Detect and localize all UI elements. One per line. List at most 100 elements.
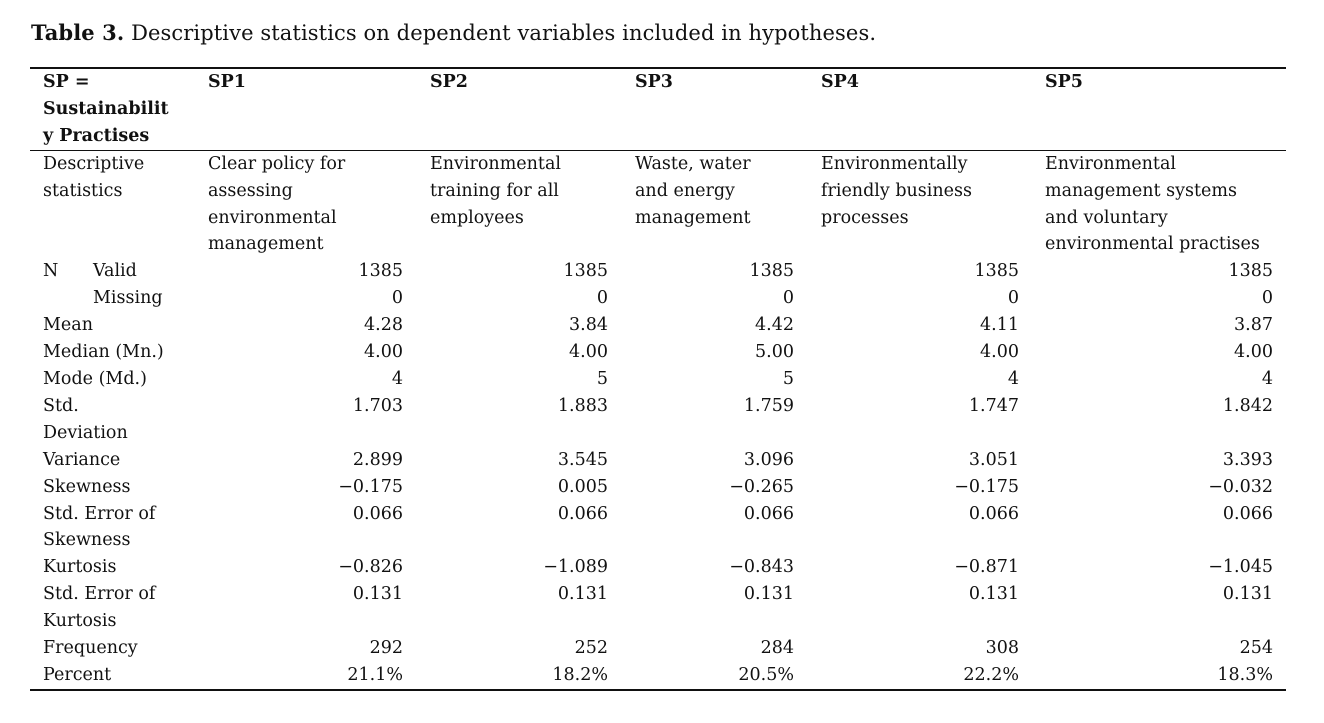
value-cell: 4.00: [569, 342, 608, 363]
value-cell: 308: [985, 638, 1019, 659]
description-cell: Waste, water and energy management: [625, 150, 811, 258]
description-cell: Environmental management systems and vol…: [1036, 150, 1286, 258]
value-cell: 1.747: [968, 395, 1019, 416]
value-cell: 22.2%: [963, 664, 1019, 685]
table-title: Table 3. Descriptive statistics on depen…: [31, 20, 876, 45]
value-cell: 252: [574, 638, 608, 659]
value-cell: 3.393: [1222, 449, 1273, 470]
description-row: Descriptive statistics Clear policy for a…: [30, 150, 1286, 258]
value-cell: 20.5%: [738, 664, 794, 685]
table-body: SP = Sustainability Practises SP1 SP2 SP3 SP…: [30, 68, 1286, 690]
row-label-main: Frequency: [43, 638, 138, 659]
row-label-main: Variance: [43, 449, 121, 470]
row-label-main: Skewness: [43, 476, 131, 497]
value-cell: −0.175: [338, 476, 403, 497]
value-cell: 3.096: [743, 449, 794, 470]
value-cell: 4.28: [364, 315, 403, 336]
data-row: Std. Deviation 1.703 1.883 1.759 1.747 1.842: [30, 393, 1286, 447]
data-row: Median (Mn.) 4.00 4.00 5.00 4.00 4.00: [30, 339, 1286, 366]
value-cell: 0.066: [557, 503, 608, 524]
description-text: Environmentally friendly business proces…: [821, 153, 972, 228]
value-cell: 18.2%: [552, 664, 608, 685]
header-row: SP = Sustainability Practises SP1 SP2 SP3 SP…: [30, 68, 1286, 151]
row-sublabel: Missing: [93, 288, 163, 309]
row-label-cell: Kurtosis: [30, 554, 200, 581]
value-cell: 4.00: [364, 342, 403, 363]
row-label: N Valid: [43, 258, 168, 285]
row-label: Frequency: [43, 635, 168, 662]
value-cell: 5.00: [755, 342, 794, 363]
value-cell: 4: [1007, 368, 1019, 389]
row-label-main: Mean: [43, 315, 93, 336]
value-cell: 3.051: [968, 449, 1019, 470]
value-cell: 4.11: [980, 315, 1019, 336]
description-cell: Environmental training for all employees: [420, 150, 625, 258]
data-row: Variance 2.899 3.545 3.096 3.051 3.393: [30, 447, 1286, 474]
value-cell: 2.899: [352, 449, 403, 470]
header-text: SP4: [821, 72, 859, 92]
row-label: Median (Mn.): [43, 339, 168, 366]
header-cell: SP5: [1036, 68, 1286, 151]
row-label-cell: Std. Deviation: [30, 393, 200, 447]
value-cell: 1.759: [743, 395, 794, 416]
value-cell: 3.84: [569, 315, 608, 336]
table-number: Table 3.: [31, 20, 125, 45]
data-row: Missing 0 0 0 0 0: [30, 285, 1286, 312]
row-label-cell: Mode (Md.): [30, 366, 200, 393]
value-cell: 3.545: [557, 449, 608, 470]
row-label-cell: Std. Error of Kurtosis: [30, 581, 200, 635]
data-row: Skewness −0.175 0.005 −0.265 −0.175 −0.032: [30, 474, 1286, 501]
header-text: SP = Sustainability Practises: [43, 72, 169, 146]
row-label-cell: Skewness: [30, 474, 200, 501]
description-cell: Environmentally friendly business proces…: [811, 150, 1036, 258]
row-label-main: Kurtosis: [43, 557, 117, 578]
value-cell: −0.843: [729, 557, 794, 578]
value-cell: −0.032: [1208, 476, 1273, 497]
row-label-cell: Variance: [30, 447, 200, 474]
row-label-main: Mode (Md.): [43, 368, 147, 389]
row-label-main: Std. Error of Skewness: [43, 503, 156, 551]
value-cell: 0.131: [1222, 584, 1273, 605]
value-cell: 0.066: [352, 503, 403, 524]
data-row: N Valid 1385 1385 1385 1385 1385: [30, 258, 1286, 285]
description-text: Environmental training for all employees: [430, 153, 561, 228]
row-label-main: Percent: [43, 664, 112, 685]
value-cell: 5: [782, 368, 794, 389]
value-cell: 4.00: [1234, 342, 1273, 363]
row-label-main: N: [43, 261, 59, 282]
description-text: Descriptive statistics: [43, 153, 145, 201]
row-sublabel: Valid: [93, 261, 137, 282]
value-cell: 0: [391, 288, 403, 309]
value-cell: 4.42: [755, 315, 794, 336]
value-cell: 4: [1261, 368, 1273, 389]
row-label-main: Std. Error of Kurtosis: [43, 584, 156, 632]
header-text: SP3: [635, 72, 673, 92]
header-cell: SP4: [811, 68, 1036, 151]
value-cell: −0.175: [954, 476, 1019, 497]
row-label: Percent: [43, 662, 168, 689]
value-cell: 1385: [974, 261, 1019, 282]
header-cell: SP1: [200, 68, 420, 151]
value-cell: 0.131: [557, 584, 608, 605]
value-cell: 0.131: [743, 584, 794, 605]
row-label: Std. Error of Kurtosis: [43, 581, 168, 635]
value-cell: 4.00: [980, 342, 1019, 363]
row-label: Std. Error of Skewness: [43, 501, 168, 555]
description-cell: Descriptive statistics: [30, 150, 200, 258]
row-label-main: Std. Deviation: [43, 395, 128, 443]
row-label-main: Median (Mn.): [43, 342, 164, 363]
value-cell: −0.265: [729, 476, 794, 497]
value-cell: 1385: [358, 261, 403, 282]
header-text: SP1: [208, 72, 246, 92]
header-text: SP2: [430, 72, 468, 92]
row-label: Skewness: [43, 474, 168, 501]
data-row: Percent 21.1% 18.2% 20.5% 22.2% 18.3%: [30, 662, 1286, 690]
value-cell: 0.131: [352, 584, 403, 605]
value-cell: 0.066: [968, 503, 1019, 524]
value-cell: 254: [1239, 638, 1273, 659]
value-cell: 284: [760, 638, 794, 659]
row-label-cell: N Valid: [30, 258, 200, 285]
value-cell: 0: [782, 288, 794, 309]
value-cell: 1.703: [352, 395, 403, 416]
value-cell: 0.131: [968, 584, 1019, 605]
